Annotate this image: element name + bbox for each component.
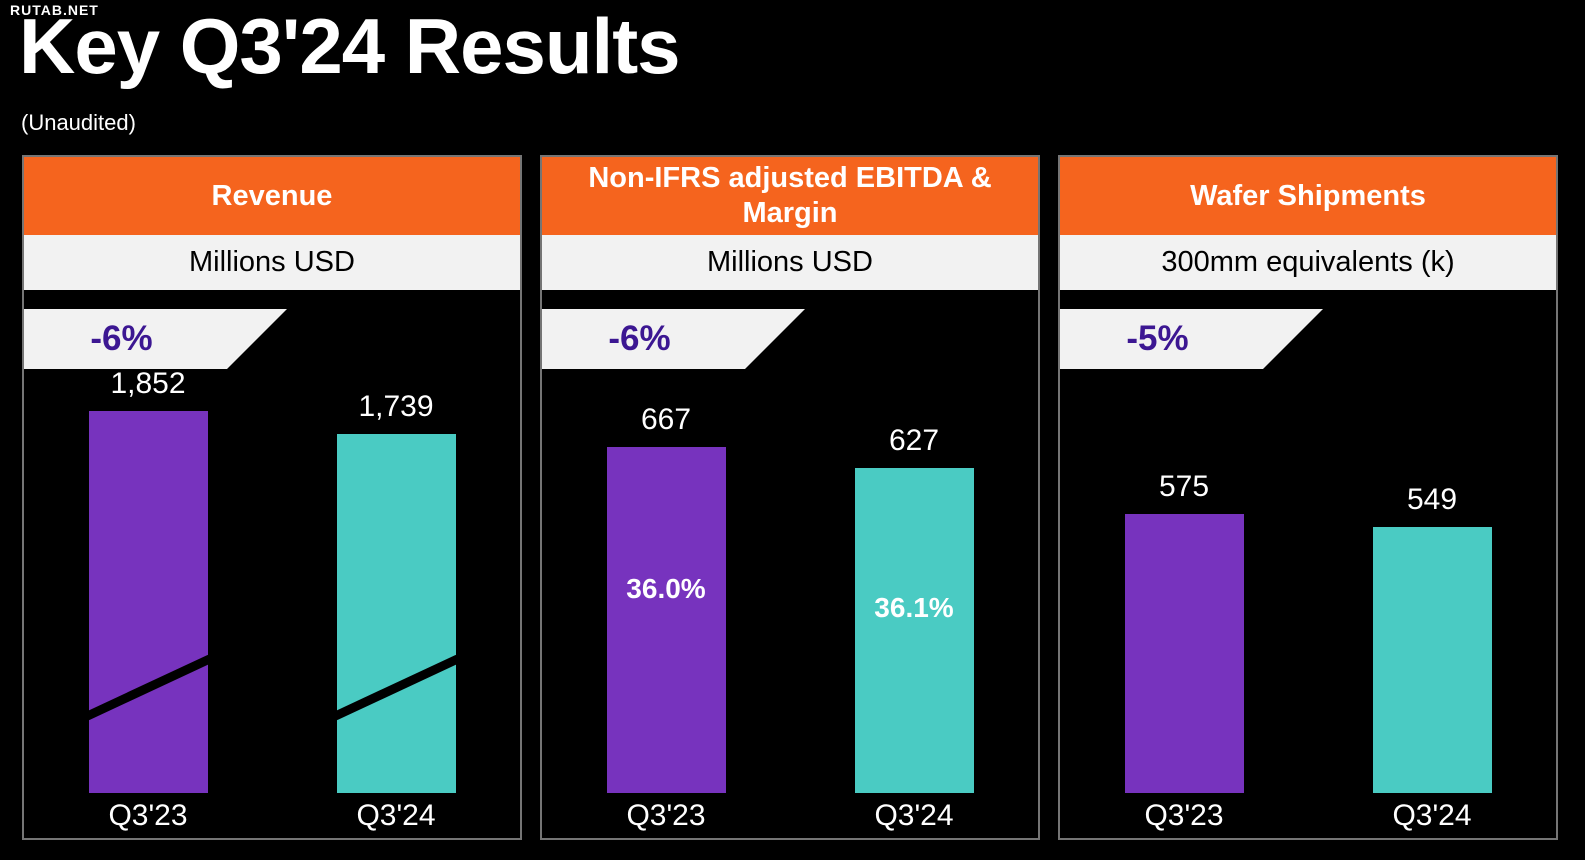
page-subtitle: (Unaudited) (21, 110, 136, 135)
panel-wafer-unit-bar: 300mm equivalents (k) (1060, 235, 1556, 290)
category-label: Q3'24 (356, 798, 436, 832)
panel-wafer-header: Wafer Shipments (1060, 157, 1556, 235)
panel-revenue-title: Revenue (211, 179, 333, 212)
bar-q323: 36.0% (606, 447, 726, 793)
bars-area: 575 Q3'23 549 Q3'24 (1060, 290, 1556, 838)
x-label-zone: Q3'24 (356, 793, 435, 838)
panel-wafer-plot: -5% 575 Q3'23 549 Q3'24 (1060, 290, 1556, 838)
bar-q324 (1372, 527, 1492, 793)
panel-revenue-header: Revenue (24, 157, 520, 235)
panel-ebitda-title: Non-IFRS adjusted EBITDA & Margin (588, 162, 992, 229)
bar-q323 (84, 411, 212, 793)
bar-q323 (1124, 514, 1244, 793)
bar-value-label: 1,739 (358, 390, 434, 423)
axis-break-mark (84, 654, 212, 721)
panel-wafer-unit-label: 300mm equivalents (k) (1161, 246, 1455, 278)
panel-revenue: Revenue Millions USD -6% 1,852 Q3'23 (22, 155, 522, 840)
bars-area: 667 36.0% Q3'23 627 36.1% (542, 290, 1038, 838)
bar-group-q324: 627 36.1% Q3'24 (790, 290, 1038, 838)
panel-revenue-unit-bar: Millions USD (24, 235, 520, 290)
bar-group-q323: 1,852 Q3'23 (24, 290, 272, 838)
change-badge-label: -6% (90, 319, 153, 358)
change-badge: -6% (542, 309, 805, 369)
x-label-zone: Q3'23 (626, 793, 705, 838)
x-label-zone: Q3'24 (874, 793, 953, 838)
change-badge-label: -6% (608, 319, 671, 358)
watermark-logo: RUTAB.NET (10, 2, 99, 18)
bar-group-q323: 667 36.0% Q3'23 (542, 290, 790, 838)
category-label: Q3'23 (626, 798, 706, 832)
panel-ebitda-unit-label: Millions USD (707, 246, 873, 278)
bar-q324: 36.1% (854, 468, 974, 793)
panel-ebitda-header: Non-IFRS adjusted EBITDA & Margin (542, 157, 1038, 235)
bar-value-label: 575 (1158, 470, 1210, 503)
bar-value-label: 667 (640, 403, 692, 436)
bar-q324 (332, 434, 460, 793)
bars-area: 1,852 Q3'23 1,739 (24, 290, 520, 838)
category-label: Q3'24 (1392, 798, 1472, 832)
panel-revenue-plot: -6% 1,852 Q3'23 1,739 (24, 290, 520, 838)
bar-value-label: 549 (1406, 483, 1458, 516)
panel-wafer-title: Wafer Shipments (1190, 179, 1426, 212)
change-badge-label: -5% (1126, 319, 1189, 358)
x-label-zone: Q3'24 (1392, 793, 1471, 838)
x-label-zone: Q3'23 (1144, 793, 1223, 838)
page-title: Key Q3'24 Results (19, 2, 681, 90)
x-label-zone: Q3'23 (108, 793, 187, 838)
category-label: Q3'24 (874, 798, 954, 832)
bar-group-q323: 575 Q3'23 (1060, 290, 1308, 838)
bar-value-label: 1,852 (110, 367, 186, 400)
panel-wafer-shipments: Wafer Shipments 300mm equivalents (k) -5… (1058, 155, 1558, 840)
category-label: Q3'23 (108, 798, 188, 832)
panel-ebitda-plot: -6% 667 36.0% Q3'23 627 (542, 290, 1038, 838)
bar-group-q324: 549 Q3'24 (1308, 290, 1556, 838)
category-label: Q3'23 (1144, 798, 1224, 832)
margin-label: 36.0% (626, 572, 706, 604)
bar-group-q324: 1,739 Q3'24 (272, 290, 520, 838)
panel-ebitda-unit-bar: Millions USD (542, 235, 1038, 290)
panel-revenue-unit-label: Millions USD (189, 246, 355, 278)
bar-value-label: 627 (888, 424, 940, 457)
margin-label: 36.1% (874, 591, 954, 623)
charts-row: Revenue Millions USD -6% 1,852 Q3'23 (22, 155, 1558, 840)
panel-ebitda: Non-IFRS adjusted EBITDA & Margin Millio… (540, 155, 1040, 840)
axis-break-mark (332, 654, 460, 721)
